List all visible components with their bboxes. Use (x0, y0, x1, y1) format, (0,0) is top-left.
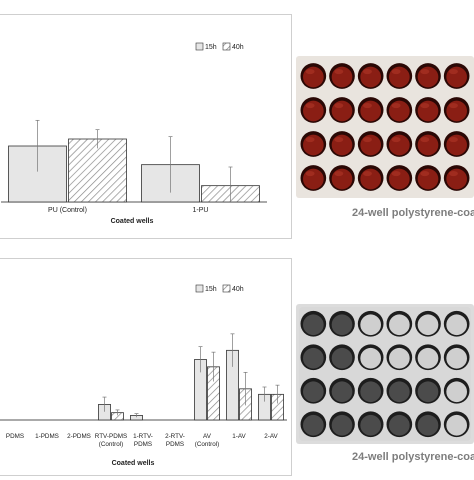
legend-label-40h: 40h (232, 286, 244, 293)
well-highlight (334, 136, 344, 143)
well-highlight (362, 136, 372, 143)
well (389, 414, 410, 436)
tick-label: 2-RTV- (165, 433, 185, 440)
tick-label: (Control) (99, 441, 124, 448)
well-highlight (305, 68, 315, 75)
well-highlight (362, 68, 372, 75)
tick-label: (Control) (195, 441, 220, 448)
well-highlight (420, 102, 430, 109)
well (331, 314, 353, 336)
well (446, 414, 467, 436)
well-highlight (391, 136, 401, 143)
well-highlight (391, 68, 401, 75)
legend-swatch-15h (195, 42, 204, 51)
tick-label: PDMS (134, 441, 152, 448)
well-highlight (362, 102, 372, 109)
tick-label: RTV-PDMS (95, 433, 127, 440)
tick-label: PDMS (6, 433, 24, 440)
well-highlight (420, 170, 430, 177)
well-highlight (448, 68, 458, 75)
well-highlight (305, 102, 315, 109)
well (303, 414, 324, 436)
tick-label: 2-PDMS (67, 433, 91, 440)
well (360, 347, 381, 369)
well-highlight (334, 68, 344, 75)
well (331, 381, 353, 403)
tick-label: PDMS (166, 441, 184, 448)
well-plate-bottom-image (299, 307, 471, 441)
well-highlight (305, 170, 315, 177)
well-highlight (334, 170, 344, 177)
chart-bottom: PDMS 1-PDMS 2-PDMS RTV-PDMS(Control)1-RTV-P… (0, 284, 287, 467)
well-highlight (305, 136, 315, 143)
well (446, 314, 467, 336)
well (389, 314, 410, 336)
chart-top: PU (Control) 1-PU Coated wells 15h 40h (1, 42, 267, 225)
well-highlight (448, 170, 458, 177)
well (360, 314, 381, 336)
plate-base (299, 59, 471, 195)
well (389, 347, 410, 369)
well-plate-photo-top (296, 56, 474, 198)
tick-label: PU (Control) (48, 207, 87, 214)
well-highlight (448, 136, 458, 143)
well (360, 381, 381, 403)
tick-label: 1-RTV- (133, 433, 153, 440)
legend-swatch-40h (222, 42, 231, 51)
well (360, 414, 381, 436)
legend-swatch-40h (222, 284, 231, 293)
well-highlight (334, 102, 344, 109)
well-plate-photo-bottom (296, 304, 474, 444)
bar-40h-PU (Control) (68, 138, 127, 203)
well-highlight (448, 102, 458, 109)
well (417, 381, 439, 403)
well (417, 414, 439, 436)
well (446, 381, 467, 403)
legend-swatch-15h (195, 284, 204, 293)
tick-label: 1-PU (193, 207, 209, 214)
x-axis-label: Coated wells (112, 460, 155, 467)
photo-caption-bottom: 24-well polystyrene-coated (352, 451, 474, 463)
well (331, 414, 353, 436)
tick-label: 1-PDMS (35, 433, 59, 440)
tick-label: 1-AV (232, 433, 246, 440)
tick-label: AV (203, 433, 212, 440)
well-plate-top-image (299, 59, 471, 195)
x-axis-label: Coated wells (111, 218, 154, 225)
chart-panel-bottom: PDMS 1-PDMS 2-PDMS RTV-PDMS (Control) 1-RTV- P… (0, 258, 292, 476)
plate-base (299, 307, 471, 441)
well (446, 347, 467, 369)
well (417, 314, 439, 336)
legend-label-15h: 15h (205, 44, 217, 51)
well (331, 347, 353, 369)
well-highlight (362, 170, 372, 177)
photo-caption-top: 24-well polystyrene-coated (352, 207, 474, 219)
well-highlight (420, 68, 430, 75)
well (417, 347, 439, 369)
well (303, 381, 324, 403)
legend-label-40h: 40h (232, 44, 244, 51)
well-highlight (391, 102, 401, 109)
well (303, 314, 324, 336)
well (389, 381, 410, 403)
chart-panel-top: PU (Control) 1-PU Coated wells 15h 40h (0, 14, 292, 239)
well-highlight (391, 170, 401, 177)
tick-label: 2-AV (264, 433, 278, 440)
well (303, 347, 324, 369)
legend-label-15h: 15h (205, 286, 217, 293)
well-highlight (420, 136, 430, 143)
